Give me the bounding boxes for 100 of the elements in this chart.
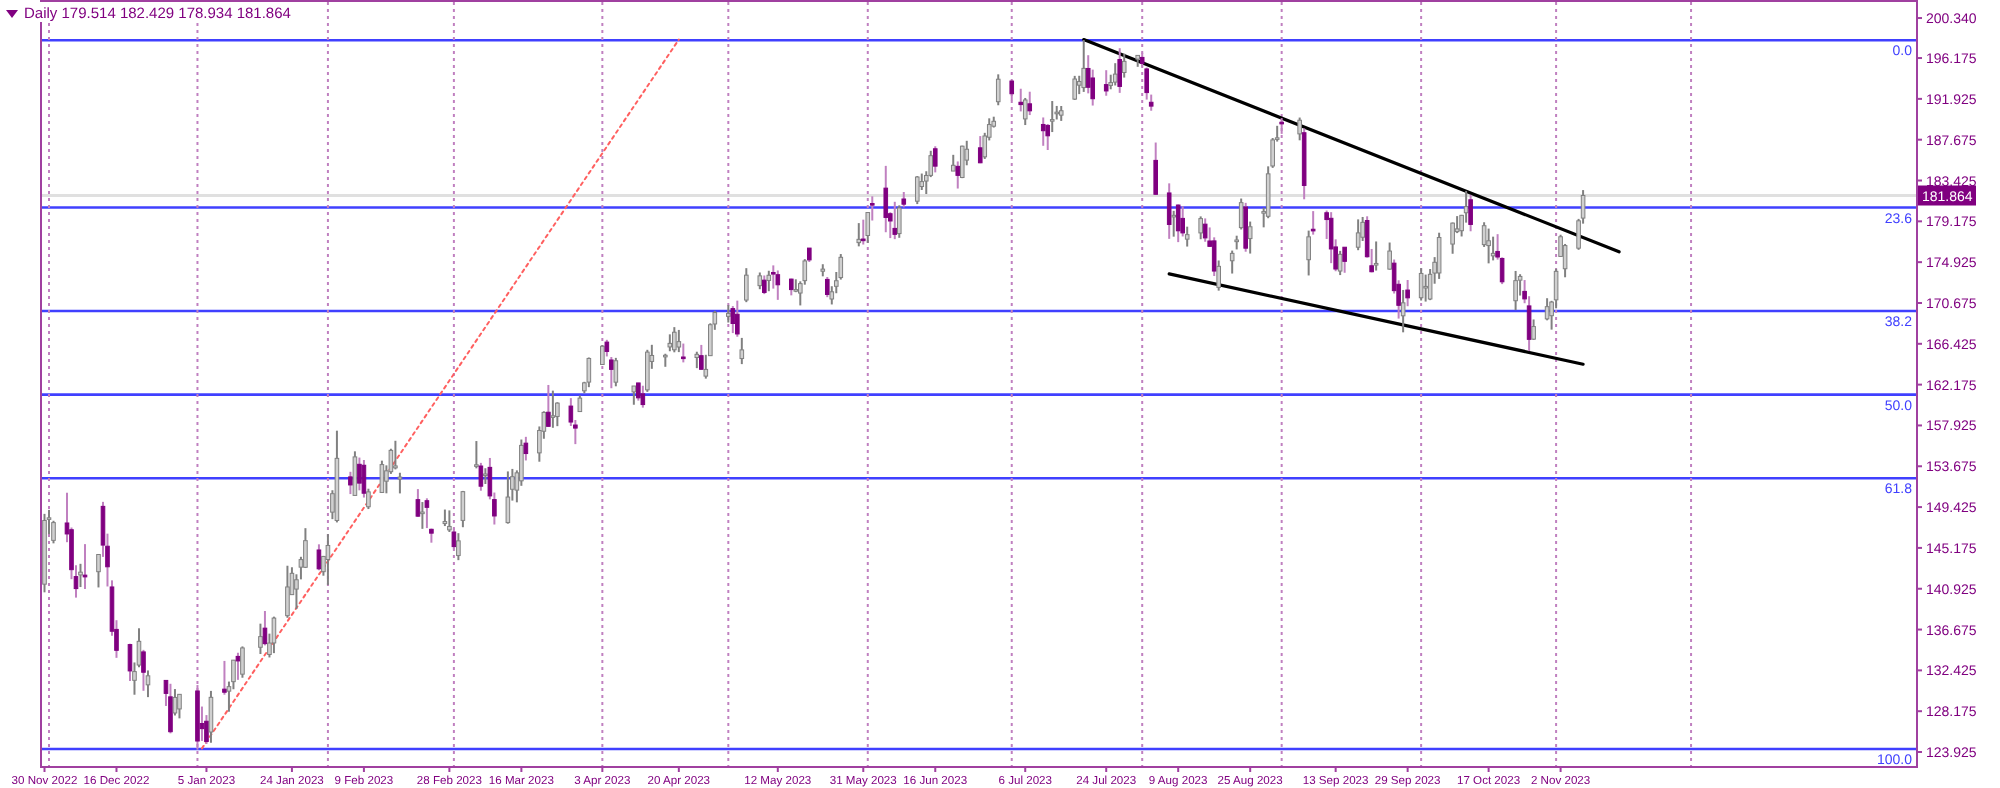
candlestick — [865, 211, 871, 244]
candlestick — [1418, 267, 1424, 302]
candlestick — [1310, 210, 1316, 236]
candlestick — [1045, 123, 1051, 152]
candlestick — [744, 267, 749, 304]
candlestick — [523, 435, 529, 462]
candlestick — [1450, 221, 1455, 255]
candlestick — [1018, 87, 1024, 113]
candlestick — [379, 459, 385, 494]
candlestick — [1081, 39, 1087, 93]
candlestick — [96, 553, 101, 589]
candlestick — [676, 328, 682, 354]
candlestick — [1531, 318, 1536, 341]
candlestick — [141, 648, 146, 692]
candlestick — [995, 73, 1001, 107]
candlestick — [1513, 269, 1518, 312]
candlestick — [856, 222, 862, 248]
candlestick — [316, 543, 322, 572]
candlestick — [1400, 288, 1406, 334]
candlestick — [766, 269, 772, 293]
candlestick — [348, 470, 353, 496]
candlestick — [352, 450, 358, 497]
candlestick — [860, 218, 866, 246]
candlestick — [357, 456, 362, 492]
candlestick — [222, 659, 227, 696]
candlestick — [914, 175, 920, 206]
candlestick — [271, 615, 277, 655]
candlestick — [172, 688, 178, 717]
candlestick — [1423, 273, 1428, 303]
candlestick — [1121, 52, 1127, 79]
candlestick — [1180, 205, 1185, 238]
candlestick — [226, 680, 232, 713]
candlestick — [1198, 215, 1203, 241]
candlestick — [204, 714, 209, 745]
candlestick — [1229, 249, 1235, 275]
candlestick — [1184, 225, 1190, 248]
candlestick — [1342, 246, 1347, 274]
candlestick — [613, 356, 619, 388]
candlestick — [447, 509, 452, 534]
candlestick — [1247, 220, 1253, 255]
candlestick — [1112, 62, 1118, 87]
candlestick — [1027, 90, 1033, 117]
candlestick — [932, 145, 938, 174]
candlestick — [600, 344, 605, 366]
candlestick — [325, 533, 331, 586]
candlestick — [1337, 249, 1343, 277]
candlestick — [896, 204, 902, 239]
candlestick — [235, 651, 241, 681]
candlestick — [645, 348, 650, 393]
candlestick — [739, 336, 745, 366]
candlestick — [883, 164, 889, 234]
candlestick — [892, 200, 898, 241]
candlestick — [366, 487, 371, 511]
candlestick — [1405, 278, 1410, 308]
candlestick — [1153, 141, 1158, 196]
candlestick — [397, 471, 403, 495]
candlestick — [415, 488, 421, 518]
candlestick — [1216, 259, 1221, 292]
candlestick — [681, 342, 686, 364]
candlestick — [78, 562, 83, 589]
candlestick — [420, 501, 425, 530]
candlestick — [1238, 197, 1244, 231]
candlestick — [424, 497, 430, 530]
candlestick — [361, 458, 367, 499]
candlestick — [609, 356, 614, 390]
candlestick — [1072, 74, 1078, 101]
candlestick — [1360, 215, 1365, 242]
candlestick — [1364, 215, 1370, 259]
candlestick — [505, 470, 511, 525]
candlestick — [1297, 116, 1302, 142]
candlestick — [550, 389, 556, 429]
candlestick — [474, 440, 479, 470]
candlestick — [1373, 240, 1379, 272]
candlestick — [177, 693, 182, 720]
candlestick — [1486, 227, 1491, 265]
candlestick — [1387, 241, 1392, 271]
candlestick — [168, 682, 173, 735]
candlestick — [762, 274, 767, 296]
candlestick — [1562, 242, 1568, 279]
candlestick — [1171, 209, 1176, 238]
candlestick — [1040, 116, 1046, 147]
candlestick — [775, 269, 781, 301]
candlestick — [1166, 182, 1172, 240]
candlestick — [1355, 218, 1361, 252]
candlestick — [393, 439, 398, 471]
candlestick — [1117, 47, 1123, 94]
candlestick — [977, 135, 983, 165]
candlestick — [955, 160, 961, 190]
candlestick — [82, 543, 88, 590]
candlestick — [460, 489, 466, 529]
candlestick — [1022, 96, 1028, 127]
candlestick — [240, 645, 245, 679]
candlestick — [1049, 100, 1055, 134]
candlestick — [586, 356, 592, 389]
candlestick — [1328, 211, 1334, 265]
candlestick — [1553, 267, 1559, 310]
candlestick — [1103, 69, 1109, 97]
candlestick — [1243, 201, 1248, 253]
candlestick — [285, 564, 290, 619]
candlestick — [1306, 229, 1311, 277]
